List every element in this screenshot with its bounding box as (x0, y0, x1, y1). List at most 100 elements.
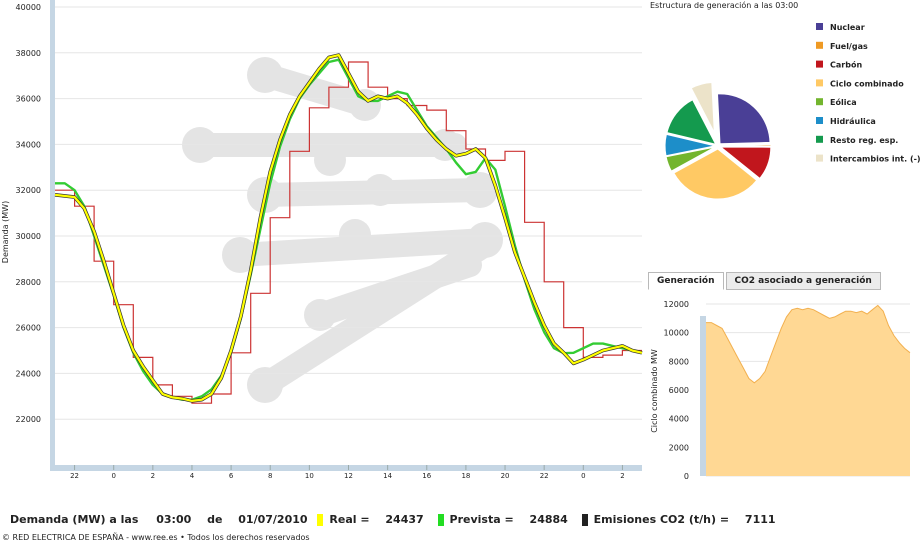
y-tick-label: 36000 (16, 95, 41, 104)
legend-swatch (816, 98, 823, 106)
area-y-axis-label: Ciclo combinado MW (650, 349, 659, 433)
pie-panel: Estructura de generación a las 03:00 Nuc… (650, 0, 920, 200)
y-tick-label: 26000 (16, 324, 41, 333)
real-value: 24437 (385, 513, 424, 526)
demand-chart: 2200024000260002800030000320003400036000… (1, 0, 643, 480)
pie-slice (720, 144, 772, 147)
pie-slice (665, 146, 716, 172)
x-tick-label: 16 (422, 472, 431, 480)
y-axis-bar (50, 0, 55, 465)
y-tick-label: 34000 (16, 140, 41, 149)
tab-co2[interactable]: CO2 asociado a generación (725, 272, 881, 290)
x-tick-label: 22 (70, 472, 79, 480)
y-axis-label: Demanda (MW) (1, 201, 10, 263)
y-tick-label: 40000 (16, 3, 41, 12)
real-swatch (317, 514, 324, 526)
x-tick-label: 0 (581, 472, 585, 480)
prevista-label: Prevista = (449, 513, 514, 526)
demand-time: 03:00 (156, 513, 192, 526)
series-prevista (55, 58, 643, 401)
x-tick-label: 6 (229, 472, 234, 480)
y-tick-label: 38000 (16, 49, 41, 58)
pie-slice (690, 81, 715, 133)
legend-swatch (816, 117, 823, 124)
series-real (54, 54, 643, 402)
x-tick-label: 12 (344, 472, 353, 480)
y-axis-ticks: 22000 24000 26000 28000 30000 32000 34000 36000… (16, 3, 41, 424)
pie-slices (664, 81, 772, 200)
watermark-dot (349, 89, 381, 121)
prevista-swatch (437, 514, 444, 526)
area-line (706, 304, 911, 384)
x-axis-bar (50, 465, 642, 471)
legend-swatch (816, 23, 823, 30)
y-tick-label: 24000 (16, 369, 41, 378)
y-tick-label: 22000 (16, 415, 41, 424)
area-y-axis-bar (700, 316, 706, 476)
pie-slice (673, 148, 758, 200)
pie-slice (716, 93, 771, 145)
x-tick-label: 0 (111, 472, 115, 480)
legend-label: Fuel/gas (830, 42, 868, 51)
x-tick-label: 10 (305, 472, 314, 480)
legend-label: Resto reg. esp. (830, 136, 898, 145)
watermark-bar (308, 253, 482, 327)
legend-swatch (816, 60, 823, 68)
watermark-dot (339, 219, 371, 251)
area-y-axis-ticks: 0 2000 4000 6000 8000 10000 12000 (664, 300, 689, 481)
emisiones-swatch (581, 514, 588, 526)
area-y-tick-label: 8000 (669, 357, 689, 366)
watermark-dot (247, 367, 283, 403)
area-fill (706, 305, 910, 476)
legend-swatch (816, 79, 823, 87)
pie-legend: Nuclear Fuel/gas Carbón Ciclo combinado Eóli… (816, 23, 920, 164)
area-y-tick-label: 6000 (669, 386, 689, 395)
demand-series (54, 53, 643, 404)
watermark-logo (182, 57, 503, 403)
watermark-dot (467, 222, 503, 258)
emisiones-value: 7111 (744, 513, 776, 526)
legend-label: Carbón (830, 60, 862, 70)
area-y-tick-label: 10000 (664, 329, 689, 338)
area-y-tick-label: 12000 (664, 300, 689, 309)
watermark-dot (304, 299, 336, 331)
legend-swatch (816, 135, 823, 143)
pie-title: Estructura de generación a las 03:00 (650, 0, 798, 10)
y-tick-label: 28000 (16, 278, 41, 287)
x-tick-label: 18 (461, 472, 470, 480)
generation-tabs: Generación CO2 asociado a generación (648, 272, 883, 290)
ciclo-combinado-chart: 0 2000 4000 6000 8000 10000 12000 Ciclo combin… (650, 300, 911, 481)
tab-generacion[interactable]: Generación (648, 272, 724, 290)
pie-slice (666, 99, 717, 145)
legend-label: Intercambios int. (-) (830, 155, 920, 164)
demand-summary: Demanda (MW) a las 03:00 de 01/07/2010 R… (10, 513, 782, 526)
area-y-tick-label: 4000 (669, 415, 689, 424)
x-tick-label: 22 (540, 472, 549, 480)
legend-label: Nuclear (830, 23, 865, 32)
x-tick-label: 8 (268, 472, 272, 480)
real-label: Real = (329, 513, 370, 526)
prevista-value: 24884 (529, 513, 568, 526)
demand-label: Demanda (MW) a las (10, 513, 139, 526)
y-tick-label: 30000 (16, 232, 41, 241)
x-axis-ticks: 22 0 2 4 6 8 10 12 14 16 18 20 22 0 2 (70, 465, 625, 480)
de-label: de (207, 513, 223, 526)
x-tick-label: 14 (383, 472, 392, 480)
area-series (706, 304, 911, 476)
legend-label: Hidráulica (830, 117, 876, 126)
watermark-dot (314, 144, 346, 176)
watermark-dot (354, 294, 386, 326)
x-tick-label: 2 (620, 472, 624, 480)
legend-swatch (816, 154, 823, 162)
area-y-tick-label: 2000 (669, 443, 689, 452)
pie-slice (664, 133, 716, 157)
legend-label: Eólica (830, 97, 857, 107)
demand-date: 01/07/2010 (238, 513, 308, 526)
watermark-dot (182, 127, 218, 163)
watermark-dot (247, 57, 283, 93)
x-tick-label: 20 (501, 472, 510, 480)
watermark-dot (222, 237, 258, 273)
x-tick-label: 4 (190, 472, 195, 480)
copyright-notice: © RED ELECTRICA DE ESPAÑA - www.ree.es •… (2, 533, 310, 542)
x-tick-label: 2 (151, 472, 155, 480)
